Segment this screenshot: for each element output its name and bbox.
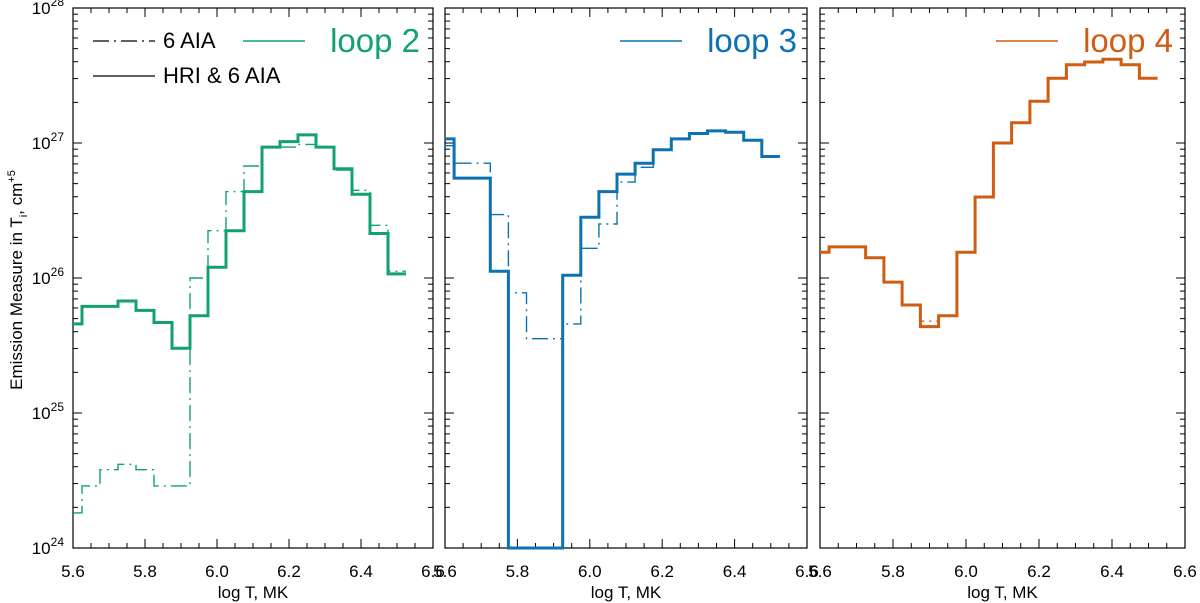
y-tick-label: 1028 [32, 0, 65, 18]
x-tick-label: 6.2 [1027, 562, 1051, 581]
loop-label: loop 4 [1083, 22, 1173, 59]
panel-2: 5.6 5.8 6.0 6.2 6.4 6.6 log T, MK loop 3 [433, 7, 819, 602]
plot-frame [72, 7, 434, 549]
x-tick-label: 6.4 [723, 562, 747, 581]
series-hri-6aia-line [445, 129, 780, 550]
x-tick-label: 5.8 [881, 562, 905, 581]
x-tick-label: 6.2 [650, 562, 674, 581]
x-tick-label: 6.6 [421, 562, 445, 581]
x-axis-label: log T, MK [967, 583, 1038, 602]
panel-1: 5.6 5.8 6.0 6.2 6.4 6.6 log T, MK 1024 1025 1026 1… [32, 0, 445, 602]
series-6aia-line [820, 58, 1158, 322]
legend-dash-dot-label: 6 AIA [163, 28, 216, 53]
panel-3: 5.6 5.8 6.0 6.2 6.4 6.6 log T, MK loop 4 [808, 7, 1197, 602]
series-hri-6aia-line [820, 57, 1158, 329]
x-tick-label: 6.6 [795, 562, 819, 581]
x-tick-label: 6.0 [205, 562, 229, 581]
y-tick-label: 1024 [32, 535, 65, 558]
legend: 6 AIA HRI & 6 AIA [93, 28, 281, 88]
y-axis-label: Emission Measure in Ti, cm+5 [6, 170, 30, 390]
x-tick-label: 5.8 [133, 562, 157, 581]
x-tick-label: 6.4 [1100, 562, 1124, 581]
loop-label: loop 3 [707, 22, 797, 59]
x-tick-label: 5.8 [506, 562, 530, 581]
x-tick-label: 6.4 [349, 562, 373, 581]
x-tick-label: 6.0 [578, 562, 602, 581]
x-tick-label: 6.2 [277, 562, 301, 581]
series-6aia-line [73, 143, 406, 514]
x-axis-label: log T, MK [591, 583, 662, 602]
x-tick-label: 5.6 [433, 562, 457, 581]
y-tick-label: 1026 [32, 265, 65, 288]
x-tick-label: 5.6 [808, 562, 832, 581]
x-tick-label: 6.0 [954, 562, 978, 581]
y-tick-label: 1027 [32, 130, 65, 153]
legend-solid-label: HRI & 6 AIA [163, 63, 281, 88]
series-hri-6aia-line [73, 133, 406, 350]
y-tick-label: 1025 [32, 400, 65, 423]
plot-frame [819, 7, 1186, 549]
series-6aia-line [445, 130, 780, 340]
x-tick-label: 6.6 [1173, 562, 1197, 581]
x-axis-label: log T, MK [218, 583, 289, 602]
x-tick-label: 5.6 [61, 562, 85, 581]
plot-frame [444, 7, 808, 549]
panels: 5.6 5.8 6.0 6.2 6.4 6.6 log T, MK 1024 1025 1026 1… [32, 0, 1197, 602]
loop-label: loop 2 [330, 22, 420, 59]
